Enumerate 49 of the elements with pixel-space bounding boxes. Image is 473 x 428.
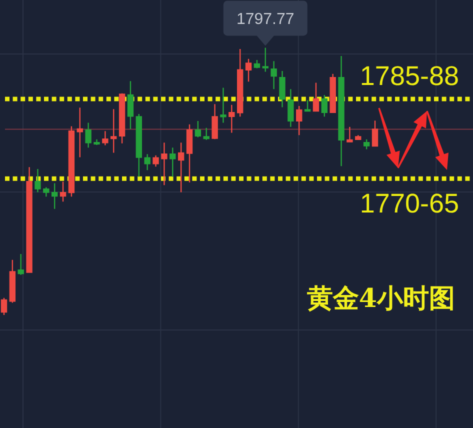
candlestick: [212, 104, 218, 140]
candlestick: [68, 126, 75, 198]
candlestick: [0, 297, 8, 316]
candlestick: [118, 92, 126, 144]
candlestick: [161, 142, 168, 186]
candlestick: [262, 47, 268, 72]
candlestick: [110, 108, 117, 154]
annotation: 1797.77: [236, 11, 294, 28]
candlestick: [236, 48, 244, 118]
candlestick: [51, 182, 58, 210]
candlestick: [9, 259, 16, 304]
candlestick: [186, 124, 193, 184]
candlestick: [279, 70, 286, 108]
candlestick: [346, 126, 353, 142]
candlestick: [372, 120, 378, 147]
candlestick: [270, 60, 277, 90]
candlestick: [170, 147, 176, 178]
candlestick: [194, 120, 202, 138]
annotation: 黄金4小时图: [306, 284, 455, 314]
candlestick: [127, 80, 134, 130]
candlestick: [312, 82, 320, 112]
candlestick: [94, 138, 100, 146]
candlestick: [60, 181, 66, 202]
candlestick: [34, 168, 41, 193]
annotation: 1770-65: [360, 188, 459, 219]
candlestick: [254, 59, 260, 69]
candlestick: [26, 166, 32, 273]
candlestick: [228, 104, 235, 134]
candlestick: [296, 105, 302, 136]
candlestick: [136, 113, 142, 178]
candlestick: [355, 134, 362, 141]
candlestick: [330, 73, 336, 113]
candlestick: [363, 138, 370, 150]
candlestick: [220, 87, 226, 124]
candlestick: [203, 127, 210, 141]
candlestick: [144, 153, 150, 171]
candlestick: [178, 142, 184, 193]
candlestick: [43, 186, 50, 198]
candlestick: [245, 58, 252, 82]
candlestick: [152, 154, 159, 168]
candlestick: [288, 88, 294, 128]
annotation: 1785-88: [360, 61, 459, 92]
candlestick: [76, 106, 83, 158]
candlestick: [85, 122, 92, 148]
candlestick: [304, 99, 311, 112]
candlestick: [102, 130, 108, 146]
candlestick: [338, 55, 344, 167]
candlestick: [321, 94, 328, 118]
candlestick: [18, 253, 24, 276]
